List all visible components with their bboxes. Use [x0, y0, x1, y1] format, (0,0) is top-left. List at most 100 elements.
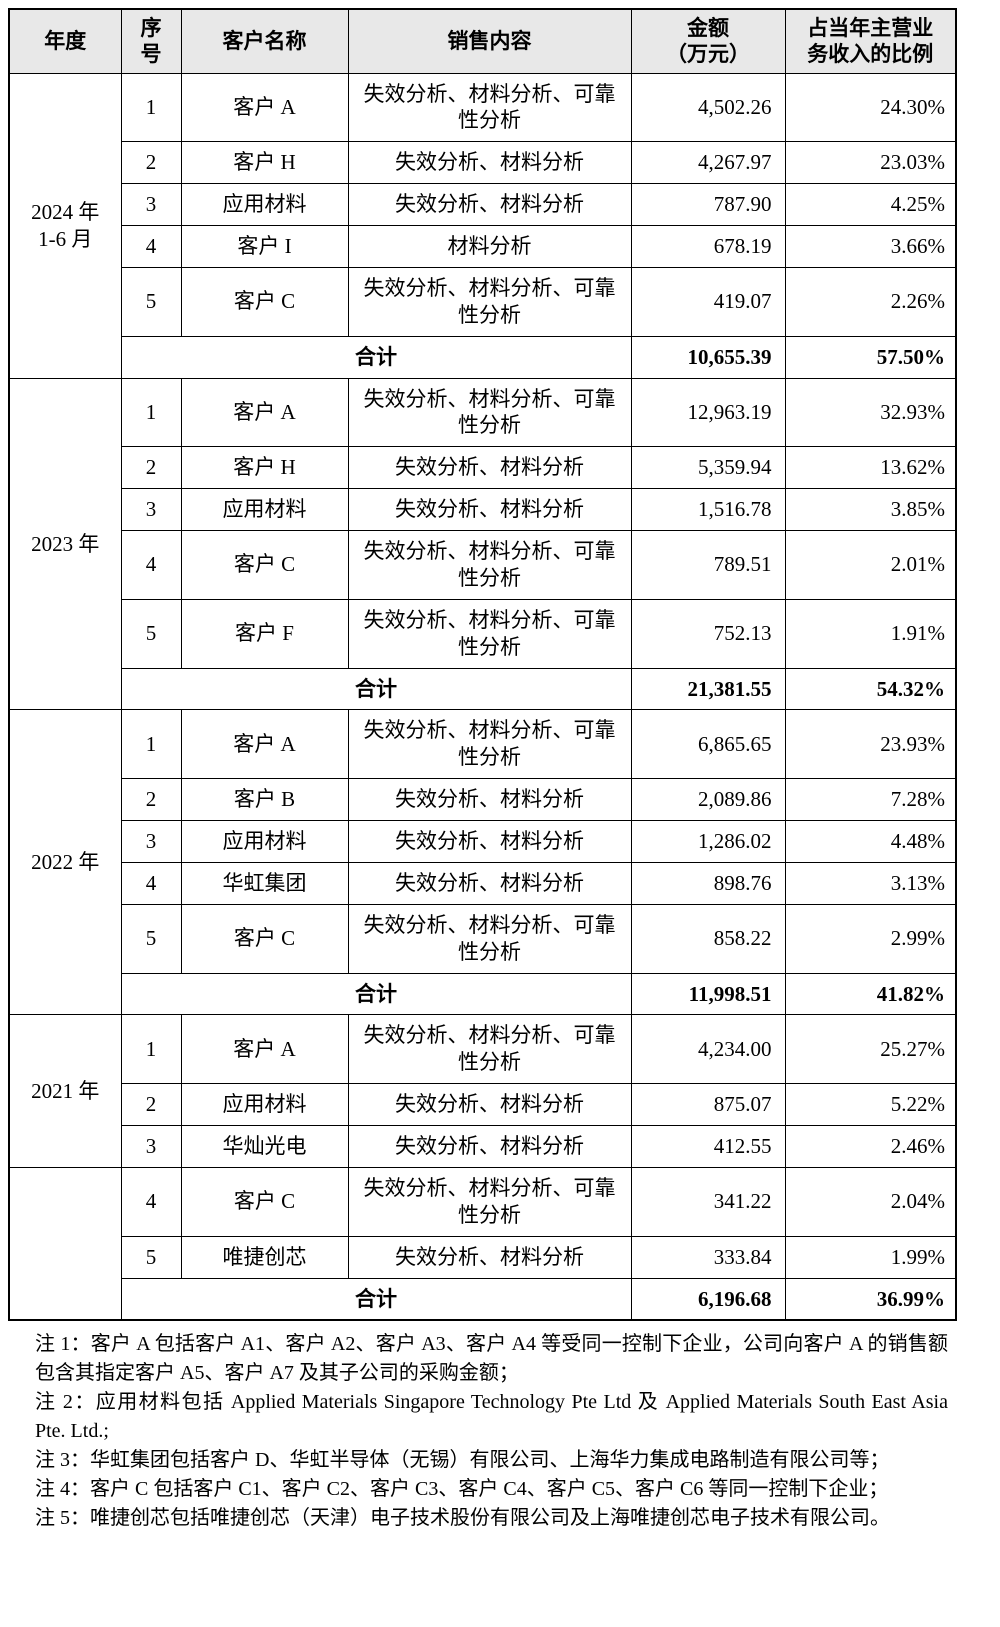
customer-name: 客户 A [180, 72, 349, 143]
row-number: 4 [120, 225, 182, 268]
table-row: 2 应用材料 失效分析、材料分析 875.07 5.22% [9, 1083, 957, 1126]
sales-content: 失效分析、材料分析 [347, 183, 632, 226]
year-cell: 2022 年 [8, 709, 122, 1016]
header-customer: 客户名称 [180, 8, 349, 74]
total-label: 合计 [120, 335, 632, 379]
customer-name: 应用材料 [180, 1083, 349, 1126]
table-header: 年度 序 号 客户名称 销售内容 金额 （万元） 占当年主营业 务收入的比例 [8, 8, 957, 74]
footnote: 注 3：华虹集团包括客户 D、华虹半导体（无锡）有限公司、上海华力集成电路制造有… [35, 1449, 890, 1472]
customer-name: 客户 H [180, 446, 349, 490]
sales-content: 失效分析、材料分析、可靠性分析 [347, 598, 632, 669]
table-row: 4 客户 C 失效分析、材料分析、可靠性分析 789.51 2.01% [9, 530, 957, 600]
ratio-value: 24.30% [784, 72, 957, 143]
amount-value: 419.07 [630, 266, 786, 337]
table-row: 3 应用材料 失效分析、材料分析 787.90 4.25% [9, 183, 957, 226]
total-label: 合计 [120, 1277, 632, 1321]
total-ratio: 57.50% [784, 335, 957, 379]
table-body: 2024 年 1-6 月 1 客户 A 失效分析、材料分析、可靠性分析 4,502.26… [8, 72, 957, 1321]
ratio-value: 4.48% [784, 820, 957, 863]
table-row: 2 客户 B 失效分析、材料分析 2,089.86 7.28% [9, 778, 957, 821]
row-number: 5 [120, 598, 182, 669]
row-number: 1 [120, 72, 182, 143]
ratio-value: 7.28% [784, 778, 957, 821]
amount-value: 858.22 [630, 903, 786, 974]
customer-name: 客户 H [180, 141, 349, 185]
amount-value: 12,963.19 [630, 377, 786, 448]
customer-name: 客户 C [180, 266, 349, 337]
ratio-value: 5.22% [784, 1083, 957, 1126]
document-page: 年度 序 号 客户名称 销售内容 金额 （万元） 占当年主营业 务收入的比例 2… [8, 8, 957, 1533]
total-ratio: 41.82% [784, 972, 957, 1016]
footnote: 注 1：客户 A 包括客户 A1、客户 A2、客户 A3、客户 A4 等受同一控… [35, 1333, 948, 1385]
table-row: 2 客户 H 失效分析、材料分析 4,267.97 23.03% [9, 141, 957, 185]
table-row: 3 应用材料 失效分析、材料分析 1,516.78 3.85% [9, 488, 957, 531]
customer-name: 应用材料 [180, 183, 349, 226]
customer-name: 客户 A [180, 1014, 349, 1085]
amount-value: 4,267.97 [630, 141, 786, 185]
header-amount: 金额 （万元） [630, 8, 786, 74]
total-label: 合计 [120, 972, 632, 1016]
ratio-value: 1.91% [784, 598, 957, 669]
sales-content: 失效分析、材料分析 [347, 1125, 632, 1168]
total-amount: 21,381.55 [630, 667, 786, 711]
table-row: 2024 年 1-6 月 1 客户 A 失效分析、材料分析、可靠性分析 4,502.26… [8, 72, 957, 379]
ratio-value: 2.99% [784, 903, 957, 974]
customer-name: 客户 B [180, 778, 349, 821]
table-row: 2022 年 1 客户 A 失效分析、材料分析、可靠性分析 6,865.65 23.93% [8, 709, 957, 1016]
sales-content: 材料分析 [347, 225, 632, 268]
table-row: 2 客户 H 失效分析、材料分析 5,359.94 13.62% [9, 446, 957, 490]
row-number: 4 [120, 861, 182, 905]
amount-value: 1,286.02 [630, 820, 786, 863]
customer-name: 客户 C [180, 530, 349, 600]
sales-content: 失效分析、材料分析 [347, 861, 632, 905]
row-number: 1 [120, 1014, 182, 1085]
row-number: 5 [120, 903, 182, 974]
total-row: 合计 21,381.55 54.32% [9, 667, 957, 711]
total-row: 合计 10,655.39 57.50% [9, 335, 957, 379]
header-year: 年度 [8, 8, 122, 74]
amount-value: 412.55 [630, 1125, 786, 1168]
ratio-value: 2.01% [784, 530, 957, 600]
sales-content: 失效分析、材料分析 [347, 1235, 632, 1279]
sales-content: 失效分析、材料分析、可靠性分析 [347, 903, 632, 974]
row-number: 1 [120, 709, 182, 780]
table-row: 5 客户 C 失效分析、材料分析、可靠性分析 858.22 2.99% [9, 903, 957, 974]
amount-value: 4,234.00 [630, 1014, 786, 1085]
sales-content: 失效分析、材料分析 [347, 1083, 632, 1126]
ratio-value: 25.27% [784, 1014, 957, 1085]
sales-content: 失效分析、材料分析 [347, 778, 632, 821]
year-cell [8, 1166, 122, 1321]
table-row: 5 客户 F 失效分析、材料分析、可靠性分析 752.13 1.91% [9, 598, 957, 669]
amount-value: 2,089.86 [630, 778, 786, 821]
sales-content: 失效分析、材料分析、可靠性分析 [347, 72, 632, 143]
table-row: 3 应用材料 失效分析、材料分析 1,286.02 4.48% [9, 820, 957, 863]
year-cell: 2024 年 1-6 月 [8, 72, 122, 379]
ratio-value: 3.13% [784, 861, 957, 905]
year-cell: 2023 年 [8, 377, 122, 711]
sales-content: 失效分析、材料分析 [347, 488, 632, 531]
amount-value: 4,502.26 [630, 72, 786, 143]
total-label: 合计 [120, 667, 632, 711]
table-row: 4 华虹集团 失效分析、材料分析 898.76 3.13% [9, 861, 957, 905]
table-row: 2021 年 1 客户 A 失效分析、材料分析、可靠性分析 4,234.00 25.27% [8, 1014, 957, 1168]
customer-name: 客户 A [180, 709, 349, 780]
year-cell: 2021 年 [8, 1014, 122, 1168]
total-ratio: 36.99% [784, 1277, 957, 1321]
row-number: 2 [120, 141, 182, 185]
sales-content: 失效分析、材料分析、可靠性分析 [347, 1014, 632, 1085]
row-number: 4 [120, 1166, 182, 1237]
total-amount: 11,998.51 [630, 972, 786, 1016]
notes-section: 注 1：客户 A 包括客户 A1、客户 A2、客户 A3、客户 A4 等受同一控… [35, 1330, 948, 1533]
amount-value: 341.22 [630, 1166, 786, 1237]
row-number: 3 [120, 820, 182, 863]
row-number: 1 [120, 377, 182, 448]
customer-name: 客户 A [180, 377, 349, 448]
table-row: 5 唯捷创芯 失效分析、材料分析 333.84 1.99% [9, 1235, 957, 1279]
row-number: 3 [120, 488, 182, 531]
customer-name: 客户 I [180, 225, 349, 268]
row-number: 5 [120, 1235, 182, 1279]
ratio-value: 23.93% [784, 709, 957, 780]
ratio-value: 1.99% [784, 1235, 957, 1279]
amount-value: 5,359.94 [630, 446, 786, 490]
row-number: 2 [120, 778, 182, 821]
